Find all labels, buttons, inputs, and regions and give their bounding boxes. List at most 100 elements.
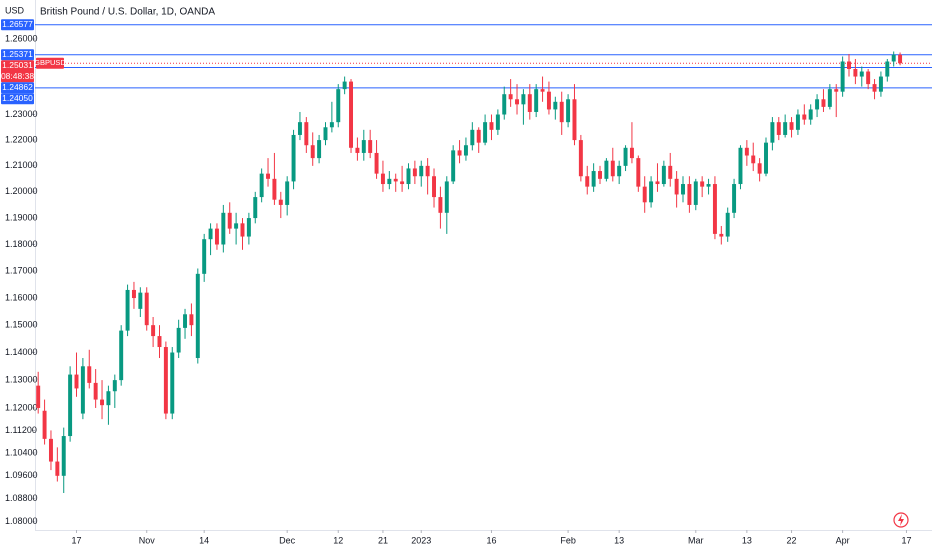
candle-body xyxy=(642,186,647,203)
x-tick-label: 13 xyxy=(742,535,752,545)
candle-body xyxy=(566,99,571,123)
candle-body xyxy=(106,391,111,406)
y-tick-label: 1.23000 xyxy=(5,109,38,119)
candle-body xyxy=(131,289,136,299)
y-tick-label: 1.08800 xyxy=(5,493,38,503)
candle-body xyxy=(451,150,456,182)
y-tick-label: 1.10400 xyxy=(5,447,38,457)
price-tag xyxy=(1,49,34,61)
price-tag-label: 1.24050 xyxy=(2,93,33,103)
y-tick-label: 1.17000 xyxy=(5,266,38,276)
price-tag xyxy=(1,82,34,94)
candle-body xyxy=(725,212,730,237)
x-tick-label: 14 xyxy=(199,535,209,545)
candle-body xyxy=(604,160,609,179)
candle-body xyxy=(368,140,373,153)
candle-body xyxy=(732,184,737,213)
candle-body xyxy=(259,173,264,198)
candle-body xyxy=(361,140,366,153)
candle-body xyxy=(598,171,602,179)
candle-body xyxy=(419,165,424,177)
price-tag xyxy=(1,93,34,105)
candle-body xyxy=(885,61,890,77)
candle-body xyxy=(527,94,532,112)
candle-body xyxy=(502,94,507,115)
candle-body xyxy=(521,94,526,105)
candle-body xyxy=(393,178,398,182)
y-tick-label: 1.14000 xyxy=(5,347,38,357)
candle-body xyxy=(463,145,468,156)
candle-body xyxy=(202,239,207,274)
candle-body xyxy=(444,181,449,213)
tradingview-logo[interactable] xyxy=(893,512,909,528)
candle-body xyxy=(195,273,200,359)
candle-body xyxy=(253,197,258,219)
price-tag xyxy=(1,60,34,83)
candle-body xyxy=(61,436,66,476)
candle-body xyxy=(297,122,302,135)
candle-body xyxy=(355,147,360,153)
candle-body xyxy=(629,147,634,159)
x-tick-label: Apr xyxy=(836,535,850,545)
candle-body xyxy=(834,89,839,92)
candle-body xyxy=(100,399,105,406)
candle-body xyxy=(872,84,877,92)
candle-body xyxy=(687,184,692,205)
candle-body xyxy=(138,292,143,309)
logo-ring xyxy=(893,512,909,528)
candle-body xyxy=(859,71,864,77)
candle-body xyxy=(221,212,226,245)
candle-body xyxy=(163,347,168,414)
candle-body xyxy=(770,122,775,143)
x-tick-label: 13 xyxy=(614,535,624,545)
price-tag-label: 1.24862 xyxy=(2,82,33,92)
candle-body xyxy=(668,165,673,179)
candle-body xyxy=(891,54,896,62)
candle-body xyxy=(125,289,130,331)
candle-body xyxy=(412,168,417,177)
candle-body xyxy=(853,69,858,77)
candle-body xyxy=(540,89,545,92)
candle-body xyxy=(706,184,711,187)
candle-body xyxy=(661,165,666,185)
candle-body xyxy=(546,91,551,110)
price-tag-label: 08:48:38 xyxy=(1,71,34,81)
candle-body xyxy=(534,89,539,112)
candle-body xyxy=(693,181,698,205)
candle-body xyxy=(808,109,813,120)
x-tick-label: Mar xyxy=(688,535,704,545)
candle-body xyxy=(751,155,756,164)
y-tick-label: 1.20000 xyxy=(5,186,38,196)
y-tick-label: 1.13000 xyxy=(5,374,38,384)
candle-body xyxy=(585,176,590,187)
y-tick-label: 1.08000 xyxy=(5,516,38,526)
candle-body xyxy=(757,163,762,174)
candle-body xyxy=(674,178,679,195)
y-tick-label: 1.21000 xyxy=(5,160,38,170)
candle-body xyxy=(802,114,807,120)
candle-body xyxy=(157,336,162,348)
candle-body xyxy=(234,223,239,229)
candle-body xyxy=(898,54,903,64)
x-tick-label: Dec xyxy=(279,535,296,545)
candle-body xyxy=(744,147,749,156)
candle-body xyxy=(246,218,251,237)
y-tick-label: 1.11200 xyxy=(5,425,37,435)
candle-body xyxy=(655,181,660,185)
candle-body xyxy=(93,382,98,400)
candle-body xyxy=(559,101,564,123)
x-tick-label: 17 xyxy=(71,535,81,545)
candle-body xyxy=(591,171,596,187)
candle-body xyxy=(151,325,156,337)
candle-body xyxy=(406,168,411,185)
symbol-tag-label: GBPUSD xyxy=(34,58,66,67)
candle-body xyxy=(387,178,392,185)
candle-body xyxy=(700,181,705,187)
price-tag-label: 1.26577 xyxy=(2,19,33,29)
candle-body xyxy=(795,114,800,130)
candle-body xyxy=(783,122,788,135)
candle-body xyxy=(623,147,628,166)
candle-body xyxy=(425,165,430,177)
